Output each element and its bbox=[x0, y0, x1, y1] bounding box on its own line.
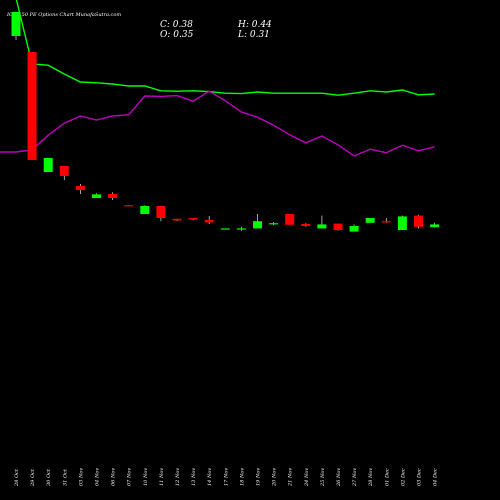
candle bbox=[397, 215, 407, 230]
candle bbox=[11, 12, 21, 40]
candle bbox=[188, 218, 198, 221]
x-tick-label: 06 Nov bbox=[111, 468, 117, 486]
x-tick-label: 25 Nov bbox=[320, 468, 326, 487]
purple-indicator-line bbox=[0, 90, 435, 157]
x-tick-label: 18 Nov bbox=[239, 468, 245, 486]
candle bbox=[269, 222, 279, 226]
candle-body bbox=[27, 52, 37, 160]
candle bbox=[285, 214, 295, 225]
candle-body bbox=[220, 228, 230, 230]
candle-body bbox=[414, 215, 423, 227]
candle bbox=[381, 218, 391, 223]
x-tick-label: 20 Nov bbox=[272, 468, 278, 487]
x-tick-label: 28 Oct bbox=[14, 468, 20, 487]
candle bbox=[414, 214, 423, 229]
x-tick-label: 26 Nov bbox=[336, 468, 342, 487]
x-tick-label: 31 Oct bbox=[62, 468, 68, 486]
candle bbox=[43, 158, 53, 172]
ohlc-close: C: 0.38 bbox=[160, 20, 193, 30]
candle-body bbox=[59, 166, 69, 176]
x-tick-label: 04 Nov bbox=[95, 468, 101, 486]
candle-body bbox=[11, 12, 21, 36]
candle bbox=[124, 205, 134, 207]
candle bbox=[204, 216, 214, 224]
candle-body bbox=[236, 228, 246, 230]
candle-body bbox=[365, 218, 375, 223]
x-tick-label: 19 Nov bbox=[256, 468, 262, 486]
candle-body bbox=[349, 226, 359, 232]
candle bbox=[365, 218, 375, 223]
x-tick-label: 02 Dec bbox=[400, 468, 406, 486]
x-tick-label: 01 Dec bbox=[384, 468, 390, 486]
candle-body bbox=[301, 224, 311, 226]
candle-body bbox=[430, 224, 440, 228]
chart-title: IOC 150 PE Options Chart MunafaSutra.com bbox=[6, 12, 121, 18]
candle bbox=[172, 218, 182, 222]
indicator-lines bbox=[0, 0, 435, 157]
x-tick-label: 21 Nov bbox=[288, 468, 294, 487]
candle bbox=[75, 184, 85, 194]
candle bbox=[59, 166, 69, 180]
candlestick-series bbox=[11, 12, 440, 232]
ohlc-high: H: 0.44 bbox=[237, 20, 272, 30]
candle bbox=[301, 223, 311, 227]
x-tick-label: 03 Nov bbox=[78, 468, 84, 486]
candle-body bbox=[172, 218, 182, 221]
x-tick-label: 12 Nov bbox=[175, 468, 181, 486]
candle-body bbox=[124, 205, 134, 207]
candle-body bbox=[108, 194, 118, 198]
candle bbox=[92, 193, 101, 198]
candle-body bbox=[397, 216, 407, 230]
x-tick-label: 30 Oct bbox=[46, 468, 52, 486]
x-tick-label: 07 Nov bbox=[127, 468, 133, 486]
candle bbox=[430, 222, 440, 228]
ohlc-low: L: 0.31 bbox=[237, 30, 270, 40]
candle-body bbox=[43, 158, 53, 172]
candle bbox=[108, 192, 118, 200]
candle-body bbox=[156, 206, 166, 218]
candle bbox=[236, 226, 246, 231]
green-indicator-line bbox=[15, 0, 435, 96]
candle bbox=[140, 205, 150, 214]
x-tick-label: 11 Nov bbox=[159, 468, 165, 486]
candle-body bbox=[317, 224, 327, 229]
x-axis-ticks: 28 Oct 29 Oct 30 Oct 31 Oct 03 Nov 04 Nov 06 N… bbox=[14, 468, 439, 487]
candle bbox=[253, 214, 262, 229]
candle-body bbox=[333, 223, 343, 230]
candle-body bbox=[269, 223, 279, 225]
candle bbox=[349, 224, 359, 232]
candle-body bbox=[381, 221, 391, 223]
x-tick-label: 28 Nov bbox=[368, 468, 374, 487]
x-tick-label: 17 Nov bbox=[223, 468, 229, 486]
ohlc-open: O: 0.35 bbox=[160, 30, 194, 40]
candle bbox=[156, 206, 166, 222]
x-tick-label: 03 Dec bbox=[417, 468, 423, 486]
candle bbox=[333, 223, 343, 231]
candle-body bbox=[140, 206, 150, 214]
candle bbox=[27, 52, 37, 160]
candle-body bbox=[285, 214, 295, 225]
candle-body bbox=[75, 186, 85, 190]
x-tick-label: 29 Oct bbox=[30, 468, 36, 487]
x-tick-label: 14 Nov bbox=[207, 468, 213, 486]
candle-body bbox=[253, 221, 262, 229]
candle bbox=[317, 215, 327, 229]
x-tick-label: 04 Dec bbox=[433, 468, 439, 486]
candle bbox=[220, 228, 230, 230]
candle-body bbox=[204, 220, 214, 223]
candle-body bbox=[188, 218, 198, 220]
candle-body bbox=[92, 194, 101, 198]
x-tick-label: 24 Nov bbox=[304, 468, 310, 487]
x-tick-label: 13 Nov bbox=[191, 468, 197, 486]
x-tick-label: 10 Nov bbox=[143, 468, 149, 486]
x-tick-label: 27 Nov bbox=[352, 468, 358, 487]
